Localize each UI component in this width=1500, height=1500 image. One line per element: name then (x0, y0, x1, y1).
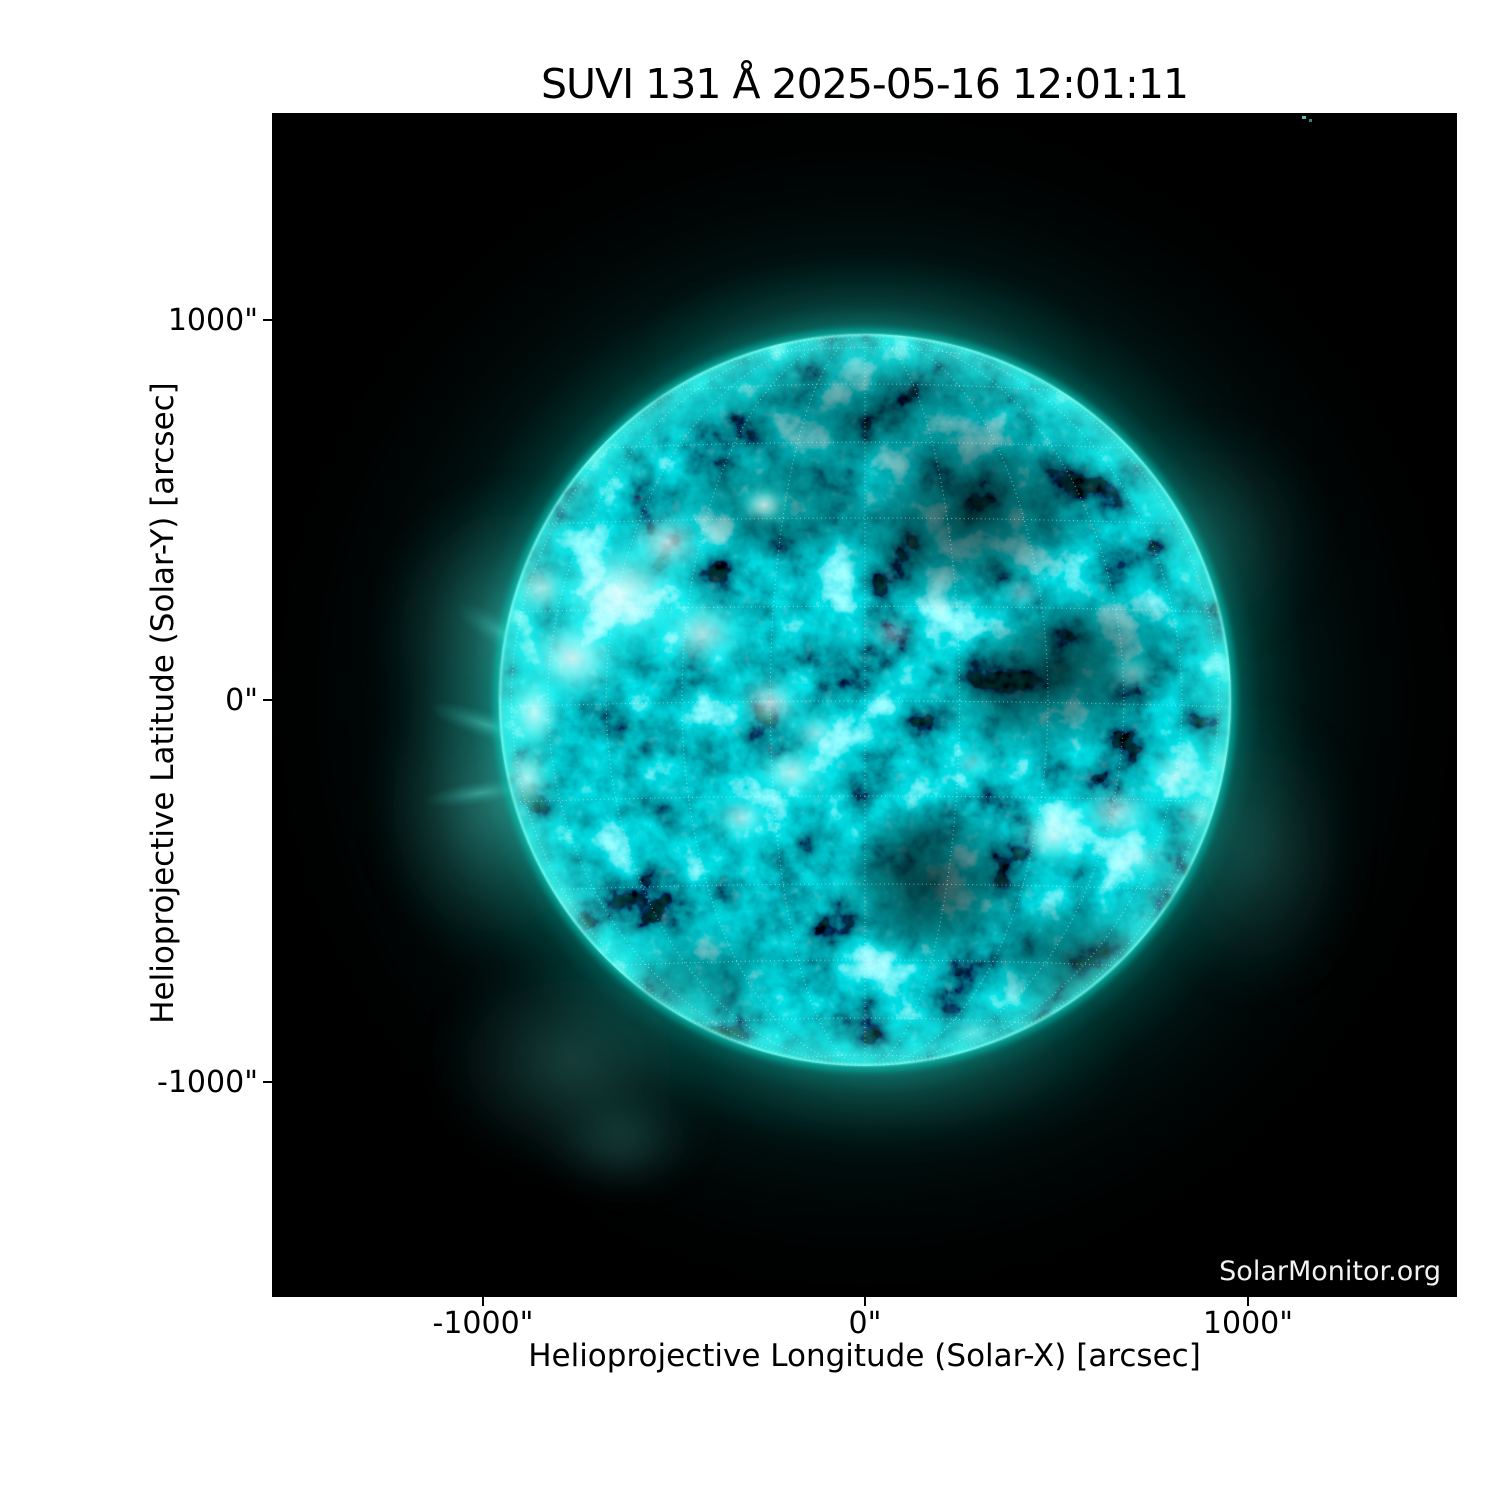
x-tick-label-neg1000: -1000" (432, 1306, 534, 1341)
x-tick-label-0: 0" (848, 1306, 882, 1341)
x-axis-label: Helioprojective Longitude (Solar-X) [arc… (528, 1338, 1201, 1374)
x-tick-mark (482, 1297, 484, 1306)
y-tick-label-1000: 1000" (167, 303, 258, 338)
chart-title: SUVI 131 Å 2025-05-16 12:01:11 (540, 60, 1189, 108)
limb-ring (494, 329, 1236, 1071)
watermark: SolarMonitor.org (1219, 1256, 1441, 1287)
y-tick-mark (263, 699, 272, 701)
y-tick-label-0: 0" (225, 683, 258, 718)
y-tick-mark (263, 1081, 272, 1083)
y-tick-label-neg1000: -1000" (157, 1065, 258, 1100)
plot-area: SolarMonitor.org (272, 113, 1457, 1297)
suvi-solar-image (272, 113, 1457, 1297)
y-tick-mark (263, 319, 272, 321)
artifact-speck (1302, 116, 1312, 122)
x-tick-mark (864, 1297, 866, 1306)
x-tick-mark (1247, 1297, 1249, 1306)
x-tick-label-1000: 1000" (1202, 1306, 1294, 1341)
